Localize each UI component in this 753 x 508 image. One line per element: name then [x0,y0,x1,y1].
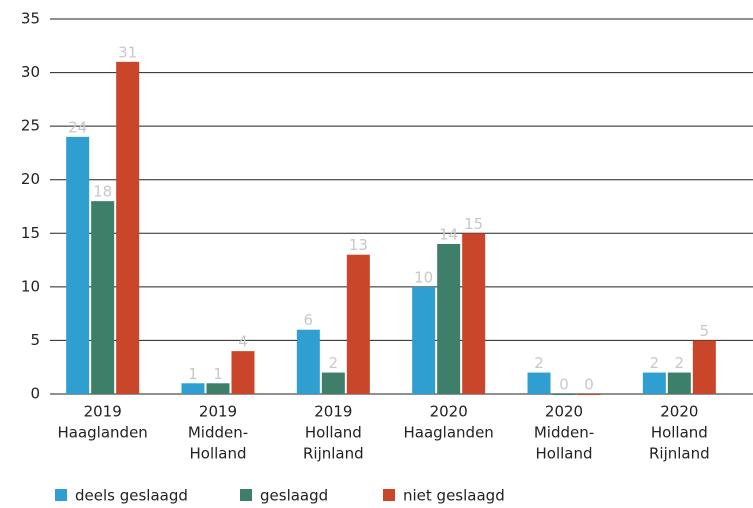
x-tick-label: 2019 [314,403,352,421]
x-tick-label: Rijnland [649,445,710,463]
y-tick-label: 10 [21,277,40,295]
value-label: 18 [93,183,112,201]
x-tick-label: Holland [189,445,246,463]
x-tick-label: 2020 [430,403,468,421]
legend-swatch [55,489,67,501]
bar [577,394,601,395]
x-tick-label: 2019 [84,403,122,421]
value-label: 14 [439,226,458,244]
bar [437,244,461,394]
bar [412,286,436,394]
legend-label: deels geslaagd [75,487,188,505]
value-label: 2 [534,354,544,372]
value-label: 4 [238,333,248,351]
x-tick-label: Midden- [188,424,248,442]
y-tick-label: 5 [30,331,40,349]
value-label: 1 [188,365,198,383]
bar [206,383,230,394]
legend-label: geslaagd [260,487,328,505]
x-tick-label: Holland [651,424,708,442]
bar [667,372,691,394]
x-tick-label: 2020 [545,403,583,421]
legend-label: niet geslaagd [403,487,505,505]
y-tick-label: 25 [21,117,40,135]
value-label: 24 [68,118,87,136]
bar [527,372,551,394]
x-tick-label: Rijnland [303,445,364,463]
value-label: 2 [650,354,660,372]
x-tick-label: Midden- [534,424,594,442]
bar [462,233,486,394]
bar [116,61,140,394]
bar [66,136,90,394]
value-label: 31 [118,43,137,61]
bar [552,394,576,395]
x-tick-label: Haaglanden [58,424,148,442]
y-tick-label: 15 [21,224,40,242]
bar [181,383,205,394]
x-tick-label: Holland [305,424,362,442]
y-tick-label: 30 [21,63,40,81]
y-tick-label: 0 [30,385,40,403]
value-label: 0 [559,376,569,394]
bar [346,254,370,394]
bar [231,351,255,394]
value-label: 15 [464,215,483,233]
bar [642,372,666,394]
x-tick-label: Haaglanden [404,424,494,442]
bar [91,201,115,394]
x-tick-label: Holland [535,445,592,463]
value-label: 13 [349,236,368,254]
y-tick-label: 20 [21,170,40,188]
value-label: 5 [700,322,710,340]
bar [296,329,320,394]
value-label: 0 [584,376,594,394]
legend-swatch [240,489,252,501]
value-label: 2 [675,354,685,372]
y-tick-label: 35 [21,10,40,28]
legend-swatch [383,489,395,501]
x-tick-label: 2019 [199,403,237,421]
value-label: 6 [304,311,314,329]
value-label: 1 [213,365,223,383]
value-label: 2 [329,354,339,372]
bar [321,372,345,394]
x-tick-label: 2020 [660,403,698,421]
value-label: 10 [414,268,433,286]
bar [692,340,716,394]
